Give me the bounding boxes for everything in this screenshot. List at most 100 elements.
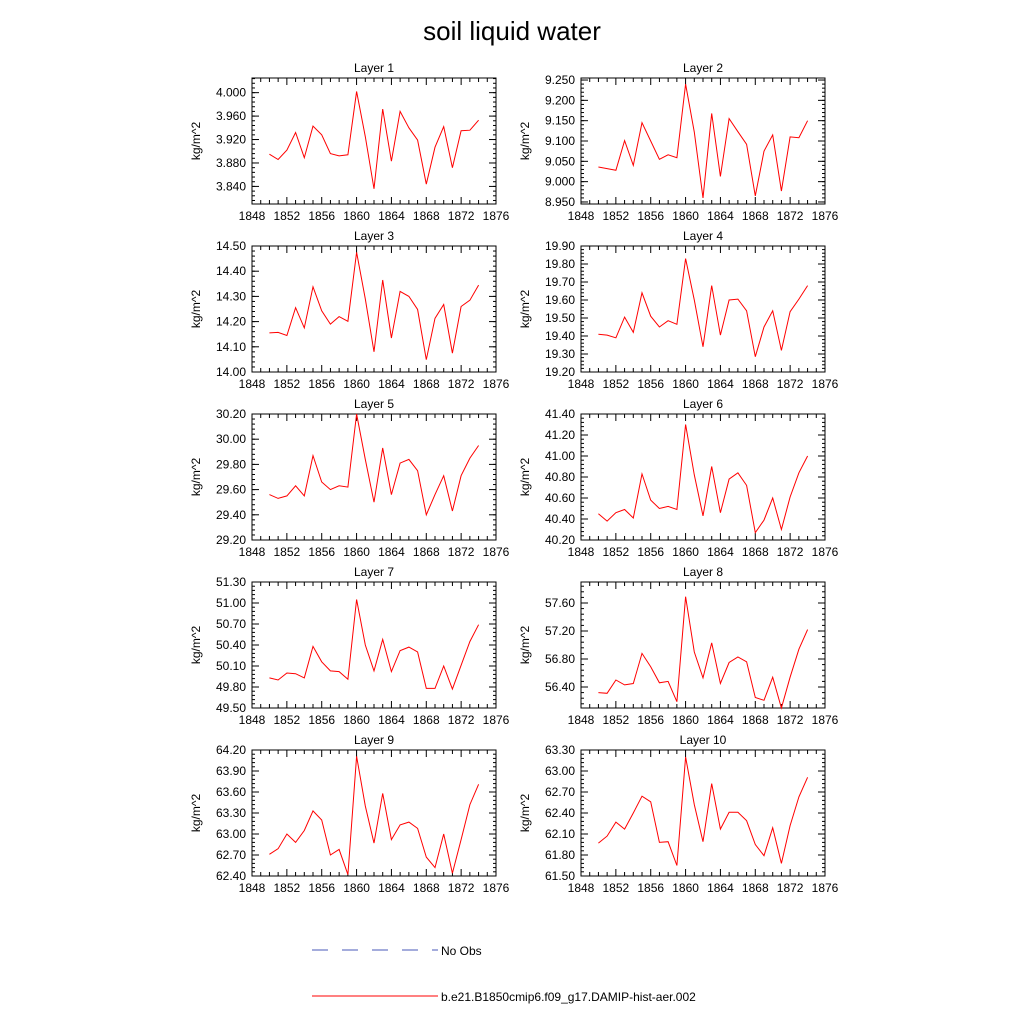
layer-4-ytick-label: 19.60	[545, 293, 575, 307]
layer-6-ytick-label: 40.60	[545, 491, 575, 505]
layer-2-ytick-label: 8.950	[545, 195, 575, 209]
layer-7-xtick-label: 1864	[378, 713, 405, 727]
layer-4-ytick-label: 19.40	[545, 329, 575, 343]
layer-6-xtick-label: 1864	[707, 545, 734, 559]
layer-5-xtick-label: 1872	[448, 545, 475, 559]
layer-5-xtick-label: 1864	[378, 545, 405, 559]
layer-7-xtick-label: 1872	[448, 713, 475, 727]
layer-6-ytick-label: 40.40	[545, 512, 575, 526]
layer-4-xtick-label: 1872	[777, 377, 804, 391]
panel-layer-1: Layer 1 kg/m^2 1848 1852 1856 1860 1864 1868 187…	[189, 61, 510, 223]
layer-3-xtick-label: 1848	[239, 377, 266, 391]
layer-2-xtick-label: 1848	[568, 209, 595, 223]
layer-10-xtick-label: 1848	[568, 881, 595, 895]
layer-8-xtick-label: 1876	[812, 713, 839, 727]
layer-4-xtick-label: 1848	[568, 377, 595, 391]
layer-3-xtick-label: 1856	[308, 377, 335, 391]
layer-7-ytick-label: 50.40	[216, 638, 246, 652]
layer-1-ytick-label: 3.880	[216, 156, 246, 170]
layer-5-title: Layer 5	[354, 397, 394, 411]
layer-2-xtick-label: 1852	[603, 209, 630, 223]
layer-10-ytick-label: 62.70	[545, 785, 575, 799]
layer-7-xtick-label: 1876	[483, 713, 510, 727]
layer-9-ytick-label: 62.70	[216, 848, 246, 862]
layer-4-ytick-label: 19.80	[545, 257, 575, 271]
panel-layer-3: Layer 3 kg/m^2 1848 1852 1856 1860 1864 1868 187…	[189, 229, 510, 391]
layer-5-xtick-label: 1852	[274, 545, 301, 559]
layer-10-ytick-label: 63.30	[545, 743, 575, 757]
layer-9-xtick-label: 1876	[483, 881, 510, 895]
layer-2-ytick-label: 9.000	[545, 175, 575, 189]
layer-3-ytick-label: 14.10	[216, 340, 246, 354]
layer-8-xtick-label: 1872	[777, 713, 804, 727]
layer-4-ytick-label: 19.20	[545, 365, 575, 379]
layer-3-xtick-label: 1876	[483, 377, 510, 391]
layer-10-ytick-label: 63.00	[545, 764, 575, 778]
layer-4-ytick-label: 19.50	[545, 311, 575, 325]
layer-10-series-line	[598, 756, 809, 866]
layer-1-ytick-label: 3.840	[216, 179, 246, 193]
layer-7-xtick-label: 1868	[413, 713, 440, 727]
layer-7-ytick-label: 51.30	[216, 575, 246, 589]
layer-9-xtick-label: 1864	[378, 881, 405, 895]
layer-3-title: Layer 3	[354, 229, 394, 243]
layer-5-ytick-label: 29.60	[216, 483, 246, 497]
layer-8-xtick-label: 1868	[742, 713, 769, 727]
layer-9-ytick-label: 62.40	[216, 869, 246, 883]
layer-7-ytick-label: 51.00	[216, 596, 246, 610]
layer-8-ytick-label: 56.80	[545, 652, 575, 666]
layer-8-xtick-label: 1848	[568, 713, 595, 727]
layer-2-ytick-label: 9.050	[545, 154, 575, 168]
layer-9-title: Layer 9	[354, 733, 394, 747]
layer-4-series-line	[598, 258, 809, 357]
figure-title: soil liquid water	[423, 16, 601, 46]
layer-5-series-line	[269, 413, 480, 517]
layer-8-xtick-label: 1852	[603, 713, 630, 727]
layer-1-ytick-label: 3.920	[216, 133, 246, 147]
layer-2-ytick-label: 9.100	[545, 134, 575, 148]
layer-5-xtick-label: 1856	[308, 545, 335, 559]
layer-6-xtick-label: 1860	[672, 545, 699, 559]
layer-3-ytick-label: 14.50	[216, 239, 246, 253]
layer-7-ylabel: kg/m^2	[189, 626, 203, 665]
layer-7-xtick-label: 1856	[308, 713, 335, 727]
layer-5-xtick-label: 1876	[483, 545, 510, 559]
layer-10-xtick-label: 1852	[603, 881, 630, 895]
layer-8-title: Layer 8	[683, 565, 723, 579]
layer-4-title: Layer 4	[683, 229, 723, 243]
layer-1-xtick-label: 1852	[274, 209, 301, 223]
layer-9-ytick-label: 63.30	[216, 806, 246, 820]
layer-2-xtick-label: 1876	[812, 209, 839, 223]
layer-3-ytick-label: 14.20	[216, 315, 246, 329]
legend-model-label: b.e21.B1850cmip6.f09_g17.DAMIP-hist-aer.…	[441, 990, 696, 1004]
layer-1-xtick-label: 1872	[448, 209, 475, 223]
layer-9-ytick-label: 64.20	[216, 743, 246, 757]
layer-3-xtick-label: 1864	[378, 377, 405, 391]
layer-9-xtick-label: 1872	[448, 881, 475, 895]
layer-6-ytick-label: 41.40	[545, 407, 575, 421]
layer-2-ytick-label: 9.150	[545, 114, 575, 128]
layer-9-xtick-label: 1852	[274, 881, 301, 895]
layer-10-xtick-label: 1856	[637, 881, 664, 895]
panel-layer-8: Layer 8 kg/m^2 1848 1852 1856 1860 1864 1868 187…	[518, 565, 839, 727]
layer-4-xtick-label: 1876	[812, 377, 839, 391]
layer-4-ytick-label: 19.70	[545, 275, 575, 289]
legend: No Obs b.e21.B1850cmip6.f09_g17.DAMIP-hi…	[312, 944, 696, 1004]
layer-6-ytick-label: 40.20	[545, 533, 575, 547]
layer-10-xtick-label: 1864	[707, 881, 734, 895]
layer-9-ylabel: kg/m^2	[189, 794, 203, 833]
layer-3-ytick-label: 14.30	[216, 289, 246, 303]
layer-1-xtick-label: 1876	[483, 209, 510, 223]
layer-1-ytick-label: 4.000	[216, 86, 246, 100]
layer-4-ytick-label: 19.30	[545, 347, 575, 361]
layer-5-ytick-label: 29.40	[216, 508, 246, 522]
layer-6-xtick-label: 1868	[742, 545, 769, 559]
layer-10-ytick-label: 62.10	[545, 827, 575, 841]
layer-5-ylabel: kg/m^2	[189, 458, 203, 497]
layer-8-xtick-label: 1856	[637, 713, 664, 727]
layer-1-title: Layer 1	[354, 61, 394, 75]
layer-9-series-line	[269, 756, 480, 875]
layer-2-ytick-label: 9.200	[545, 93, 575, 107]
